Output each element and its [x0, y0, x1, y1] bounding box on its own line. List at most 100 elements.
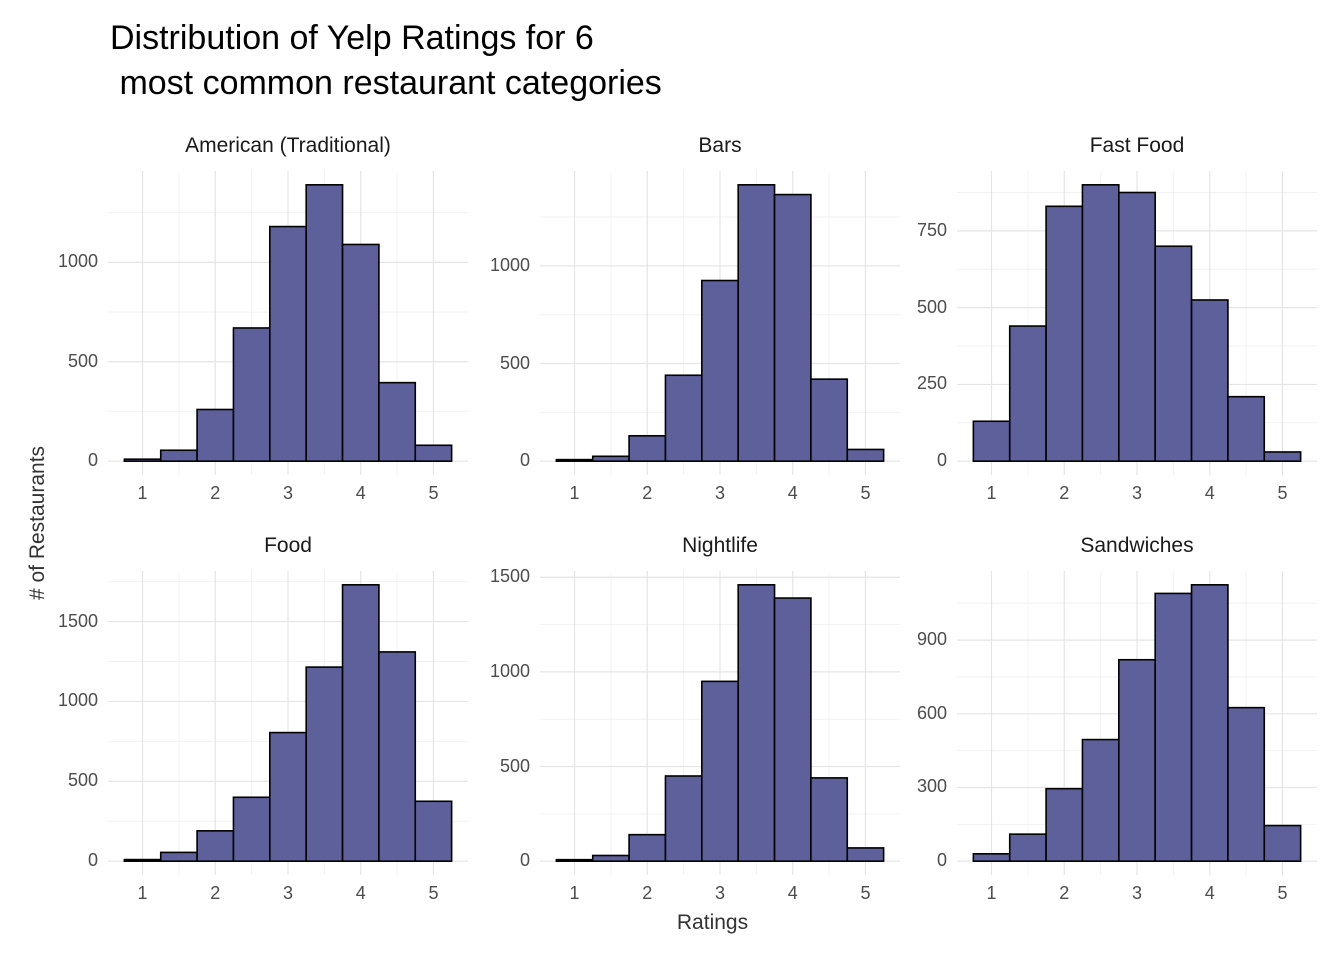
x-axis-title: Ratings: [676, 911, 749, 934]
facet-panel: [957, 571, 1317, 875]
x-tick-label: 2: [210, 883, 221, 903]
histogram-bar: [1190, 299, 1229, 462]
x-tick-label: 4: [1204, 483, 1215, 503]
x-tick-label: 1: [137, 483, 148, 503]
y-tick-label: 1500: [489, 566, 530, 587]
x-tick-label: 5: [428, 883, 439, 903]
histogram-bar: [628, 434, 667, 462]
x-tick-label: 1: [569, 883, 580, 903]
facet-title: Sandwiches: [1080, 534, 1194, 557]
x-tick-label: 3: [714, 883, 725, 903]
x-tick-label: 4: [355, 483, 366, 503]
histogram-bar: [378, 651, 417, 862]
x-tick-label: 3: [282, 483, 293, 503]
histogram-bar: [737, 584, 776, 862]
y-tick-label: 750: [916, 219, 947, 240]
x-tick-label: 5: [1277, 883, 1288, 903]
histogram-bar: [1008, 325, 1047, 462]
y-tick-label: 300: [916, 776, 947, 797]
x-tick-label: 3: [714, 483, 725, 503]
x-tick-label: 5: [860, 883, 871, 903]
histogram-bar: [232, 327, 271, 462]
histogram-bar: [159, 449, 198, 462]
x-tick-label: 2: [1059, 883, 1070, 903]
x-tick-label: 3: [1131, 883, 1142, 903]
y-tick-label: 0: [936, 450, 947, 471]
histogram-bar: [1118, 191, 1156, 462]
histogram-bar: [414, 444, 453, 462]
histogram-bar: [810, 378, 849, 462]
histogram-bar: [1154, 592, 1193, 862]
histogram-bar: [123, 458, 162, 462]
facet-title: Fast Food: [1089, 134, 1185, 157]
facet-title: American (Traditional): [185, 134, 391, 157]
x-tick-label: 5: [1277, 483, 1288, 503]
y-tick-label: 500: [67, 350, 98, 371]
x-tick-label: 2: [210, 483, 221, 503]
histogram-bar: [1081, 738, 1120, 862]
histogram-bar: [1008, 833, 1047, 862]
histogram-bar: [701, 279, 739, 462]
histogram-bar: [1081, 184, 1120, 462]
histogram-bar: [341, 584, 380, 862]
y-tick-label: 500: [916, 296, 947, 317]
histogram-bar: [846, 847, 885, 862]
x-tick-label: 1: [569, 483, 580, 503]
facet-panel: [540, 171, 900, 475]
histogram-bar: [378, 381, 417, 462]
y-tick-label: 0: [936, 850, 947, 871]
x-tick-label: 1: [137, 883, 148, 903]
histogram-bar: [972, 420, 1011, 462]
histogram-bar: [1154, 245, 1193, 462]
y-tick-label: 1000: [489, 660, 530, 681]
facet-title: Food: [264, 534, 312, 557]
histogram-bar: [972, 853, 1011, 862]
chart-title: Distribution of Yelp Ratings for 6 most …: [110, 19, 662, 102]
x-tick-label: 5: [860, 483, 871, 503]
histogram-bar: [196, 830, 235, 862]
y-tick-label: 1000: [489, 254, 530, 275]
x-tick-label: 3: [1131, 483, 1142, 503]
facet-panel: [108, 171, 468, 475]
histogram-bar: [305, 666, 344, 862]
histogram-bar: [269, 731, 307, 862]
histogram-bar: [269, 225, 307, 462]
y-tick-label: 0: [87, 850, 98, 871]
histogram-bar: [591, 455, 630, 462]
histogram-bar: [341, 243, 380, 462]
histogram-bar: [701, 680, 739, 862]
y-tick-label: 500: [499, 352, 530, 373]
histogram-bar: [773, 597, 812, 862]
histogram-bar: [1227, 706, 1266, 862]
histogram-bar: [1263, 451, 1302, 462]
histogram-bar: [1263, 824, 1302, 862]
x-tick-label: 4: [787, 483, 798, 503]
histogram-bar: [1227, 395, 1266, 462]
y-tick-label: 900: [916, 629, 947, 650]
histogram-bar: [555, 858, 594, 862]
histogram-bar: [1118, 658, 1156, 862]
facet-panel: [957, 171, 1317, 475]
histogram-bar: [591, 854, 630, 862]
y-tick-label: 500: [499, 755, 530, 776]
histogram-bar: [664, 374, 703, 462]
histogram-bar: [810, 777, 849, 862]
histogram-bar: [123, 858, 162, 862]
histogram-bar: [1045, 205, 1084, 462]
histogram-bar: [773, 193, 812, 462]
histogram-bar: [1045, 787, 1084, 862]
facet-title: Bars: [698, 134, 742, 157]
x-tick-label: 1: [986, 883, 997, 903]
y-tick-label: 0: [519, 850, 530, 871]
x-tick-label: 3: [282, 883, 293, 903]
y-tick-label: 250: [916, 373, 947, 394]
x-tick-label: 4: [787, 883, 798, 903]
y-tick-label: 500: [67, 770, 98, 791]
y-tick-label: 0: [519, 450, 530, 471]
x-tick-label: 1: [986, 483, 997, 503]
facet-panel: [540, 571, 900, 875]
histogram-bar: [846, 448, 885, 462]
histogram-bar: [737, 184, 776, 462]
y-tick-label: 1500: [57, 610, 98, 631]
histogram-bar: [414, 800, 453, 862]
